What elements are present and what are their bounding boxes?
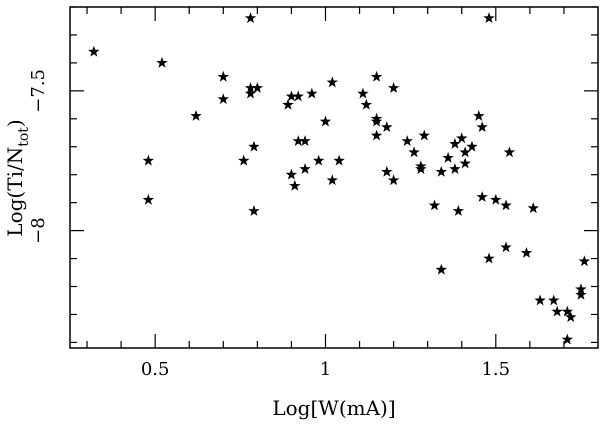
y-axis-title-close: ) — [3, 119, 27, 127]
star-point — [561, 333, 574, 345]
star-point — [490, 193, 502, 205]
star-point — [527, 202, 539, 214]
x-tick-label: 1 — [320, 359, 331, 380]
star-point — [217, 93, 229, 105]
star-point — [520, 246, 533, 258]
star-point — [578, 255, 591, 267]
star-point — [459, 146, 471, 158]
star-point — [248, 140, 260, 152]
star-point — [381, 121, 393, 133]
star-point — [306, 87, 318, 99]
star-point — [190, 110, 202, 121]
tick-labels: 0.5 1 1.5 −7.5 −8 — [28, 69, 510, 380]
star-point — [285, 168, 298, 180]
star-point — [561, 305, 574, 317]
x-tick-label: 1.5 — [481, 359, 510, 380]
star-point — [142, 154, 155, 166]
star-point — [299, 135, 311, 147]
y-tick-label: −8 — [28, 217, 49, 244]
star-point — [575, 288, 587, 300]
star-point — [360, 98, 373, 110]
star-point — [449, 137, 461, 149]
star-point — [370, 70, 383, 82]
star-point — [459, 157, 471, 169]
y-axis-title: Log(Ti/Ntot) — [3, 119, 32, 236]
star-point — [381, 165, 393, 177]
star-point — [217, 70, 229, 82]
star-point — [333, 154, 345, 166]
star-point — [326, 174, 338, 186]
data-points — [88, 12, 591, 345]
star-point — [548, 294, 560, 306]
star-point — [244, 87, 257, 99]
y-axis-title-main: Log(Ti/N — [3, 147, 27, 237]
star-point — [449, 163, 461, 174]
star-point — [466, 140, 478, 152]
star-point — [370, 129, 383, 141]
star-point — [238, 154, 250, 166]
star-point — [575, 283, 587, 295]
star-point — [483, 252, 495, 264]
star-point — [476, 191, 488, 202]
star-point — [418, 129, 430, 141]
star-point — [156, 56, 168, 68]
star-point — [285, 90, 298, 102]
star-point — [476, 121, 488, 133]
plot-frame — [69, 6, 599, 349]
y-tick-label: −7.5 — [28, 69, 49, 113]
star-point — [534, 294, 546, 306]
star-point — [452, 205, 465, 216]
star-point — [312, 154, 325, 166]
star-point — [282, 98, 294, 110]
star-point — [500, 241, 512, 253]
star-point — [428, 199, 441, 211]
star-point — [142, 193, 155, 205]
star-point — [503, 146, 516, 158]
star-point — [357, 87, 369, 99]
star-point — [370, 115, 383, 127]
star-point — [408, 146, 420, 158]
star-point — [88, 45, 100, 57]
star-point — [244, 12, 257, 24]
star-point — [289, 179, 301, 191]
star-point — [299, 163, 311, 174]
star-point — [387, 174, 400, 186]
star-point — [435, 165, 448, 177]
star-point — [442, 151, 454, 163]
star-point — [551, 305, 563, 317]
star-point — [244, 82, 257, 93]
star-point — [319, 115, 332, 127]
y-axis-title-subscript: tot — [16, 127, 32, 147]
star-point — [248, 205, 260, 216]
star-point — [387, 82, 400, 93]
star-point — [292, 135, 304, 147]
star-point — [401, 135, 413, 147]
star-point — [415, 163, 427, 174]
star-point — [565, 311, 577, 323]
star-point — [456, 132, 468, 144]
star-point — [483, 12, 495, 24]
star-point — [435, 263, 448, 275]
star-point — [326, 76, 338, 88]
x-axis-title: Log[W(mA)] — [272, 396, 395, 420]
star-point — [292, 90, 304, 102]
tick-marks — [70, 6, 598, 348]
star-point — [251, 82, 264, 93]
star-point — [473, 110, 485, 121]
x-tick-label: 0.5 — [141, 359, 170, 380]
star-point — [500, 199, 512, 211]
